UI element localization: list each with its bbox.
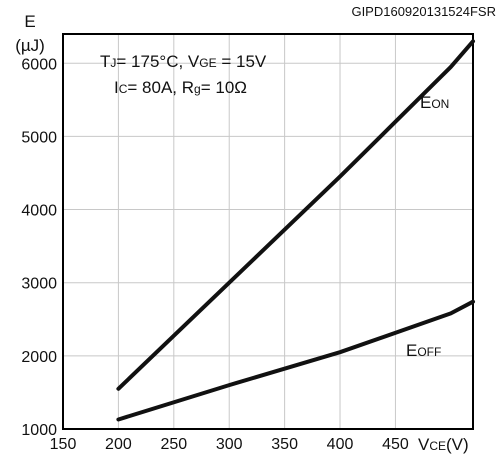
x-tick-label: 450 bbox=[382, 436, 409, 453]
conditions-line-2: IC= 80A, Rg= 10Ω bbox=[114, 78, 247, 97]
plot-frame bbox=[62, 33, 474, 430]
conditions-line-1: TJ= 175°C, VGE = 15V bbox=[100, 52, 267, 71]
y-axis-label-line1: E bbox=[24, 12, 35, 31]
series-label-eoff: EOFF bbox=[406, 341, 441, 360]
y-tick-label: 1000 bbox=[21, 422, 57, 439]
y-tick-label: 5000 bbox=[21, 129, 57, 146]
series-line-eoff bbox=[116, 299, 475, 422]
x-axis-label: VCE(V) bbox=[418, 435, 469, 454]
x-tick-label: 200 bbox=[105, 436, 132, 453]
y-tick-labels: 1000 2000 3000 4000 5000 6000 bbox=[21, 56, 57, 439]
y-tick-label: 4000 bbox=[21, 203, 57, 220]
x-tick-label: 250 bbox=[160, 436, 187, 453]
y-tick-label: 6000 bbox=[21, 56, 57, 73]
x-tick-labels: 150 200 250 300 350 400 450 bbox=[50, 436, 409, 453]
series-label-eon: EON bbox=[420, 93, 449, 112]
x-tick-label: 350 bbox=[271, 436, 298, 453]
y-axis-label-line2: (µJ) bbox=[15, 36, 45, 55]
y-tick-label: 3000 bbox=[21, 276, 57, 293]
y-tick-label: 2000 bbox=[21, 349, 57, 366]
series-group bbox=[116, 39, 475, 422]
grid bbox=[63, 34, 473, 429]
x-tick-label: 300 bbox=[216, 436, 243, 453]
header-id: GIPD160920131524FSR bbox=[351, 4, 496, 19]
x-tick-label: 400 bbox=[327, 436, 354, 453]
x-tick-label: 150 bbox=[50, 436, 77, 453]
series-line-eon bbox=[116, 39, 475, 391]
